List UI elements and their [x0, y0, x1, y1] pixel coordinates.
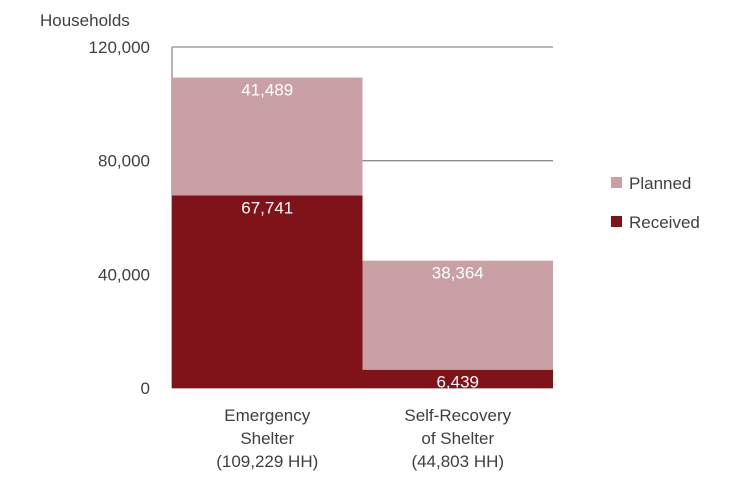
legend-swatch-received [611, 216, 622, 227]
data-label-received: 6,439 [436, 373, 479, 392]
category-labels: Emergency Shelter (109,229 HH) Self-Recover… [216, 406, 511, 471]
category-label: (109,229 HH) [216, 452, 318, 471]
data-label-planned: 38,364 [432, 264, 484, 283]
category-label: Self-Recovery [404, 406, 511, 425]
y-tick-label: 80,000 [98, 152, 150, 171]
bar-received [172, 195, 363, 388]
category-label: Emergency [224, 406, 310, 425]
bars [172, 77, 553, 388]
data-labels: 67,741 41,489 6,439 38,364 [241, 81, 484, 392]
legend-swatch-planned [611, 177, 622, 188]
category-label: (44,803 HH) [411, 452, 504, 471]
legend-label-received: Received [629, 213, 700, 232]
bar-planned [362, 260, 553, 370]
category-label: Shelter [240, 429, 294, 448]
y-tick-label: 120,000 [89, 38, 150, 57]
y-tick-label: 40,000 [98, 265, 150, 284]
y-tick-labels: 0 40,000 80,000 120,000 [89, 38, 150, 398]
data-label-planned: 41,489 [241, 81, 293, 100]
y-tick-label: 0 [141, 379, 150, 398]
legend-label-planned: Planned [629, 174, 691, 193]
category-label: of Shelter [421, 429, 494, 448]
data-label-received: 67,741 [241, 199, 293, 218]
y-axis-label: Households [40, 11, 130, 30]
bar-planned [172, 77, 363, 196]
bar-received [362, 369, 553, 388]
legend: Planned Received [611, 174, 700, 232]
